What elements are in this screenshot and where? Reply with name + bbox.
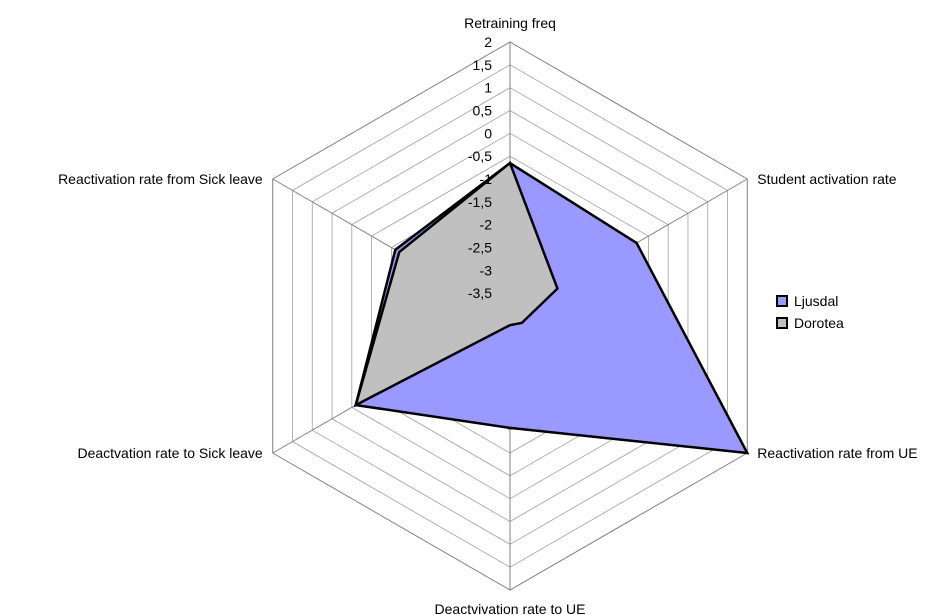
tick-label: -3 — [480, 262, 493, 278]
legend-item-ljusdal: Ljusdal — [776, 290, 844, 312]
tick-label: -2 — [480, 217, 493, 233]
axis-label: Reactivation rate from UE — [757, 445, 917, 461]
tick-label: 0,5 — [473, 103, 493, 119]
tick-labels: 2 1,5 1 0,5 0 -0,5 -1 -1,5 -2 -2,5 -3 -3,5 — [468, 34, 492, 301]
tick-label: 2 — [484, 34, 492, 50]
tick-label: -1 — [480, 171, 493, 187]
axis-label: Student activation rate — [757, 171, 897, 187]
legend-swatch-dorotea — [776, 317, 788, 329]
legend-swatch-ljusdal — [776, 295, 788, 307]
axis-label: Deactvivation rate to UE — [435, 601, 586, 615]
tick-label: -0,5 — [468, 148, 492, 164]
axis-label: Reactivation rate from Sick leave — [58, 171, 263, 187]
legend-item-dorotea: Dorotea — [776, 312, 844, 334]
tick-label: -3,5 — [468, 285, 492, 301]
tick-label: -2,5 — [468, 240, 492, 256]
legend-label-dorotea: Dorotea — [794, 315, 844, 331]
legend-label-ljusdal: Ljusdal — [794, 293, 839, 309]
tick-label: -1,5 — [468, 194, 492, 210]
axis-label: Deactvation rate to Sick leave — [77, 445, 262, 461]
tick-label: 0 — [484, 125, 492, 141]
axis-labels: Retraining freq Student activation rate Re… — [58, 15, 918, 615]
legend: Ljusdal Dorotea — [776, 290, 844, 334]
tick-label: 1,5 — [473, 57, 493, 73]
tick-label: 1 — [484, 80, 492, 96]
series-layer — [353, 160, 750, 455]
series-area-dorotea — [353, 160, 559, 408]
axis-label: Retraining freq — [464, 15, 556, 31]
